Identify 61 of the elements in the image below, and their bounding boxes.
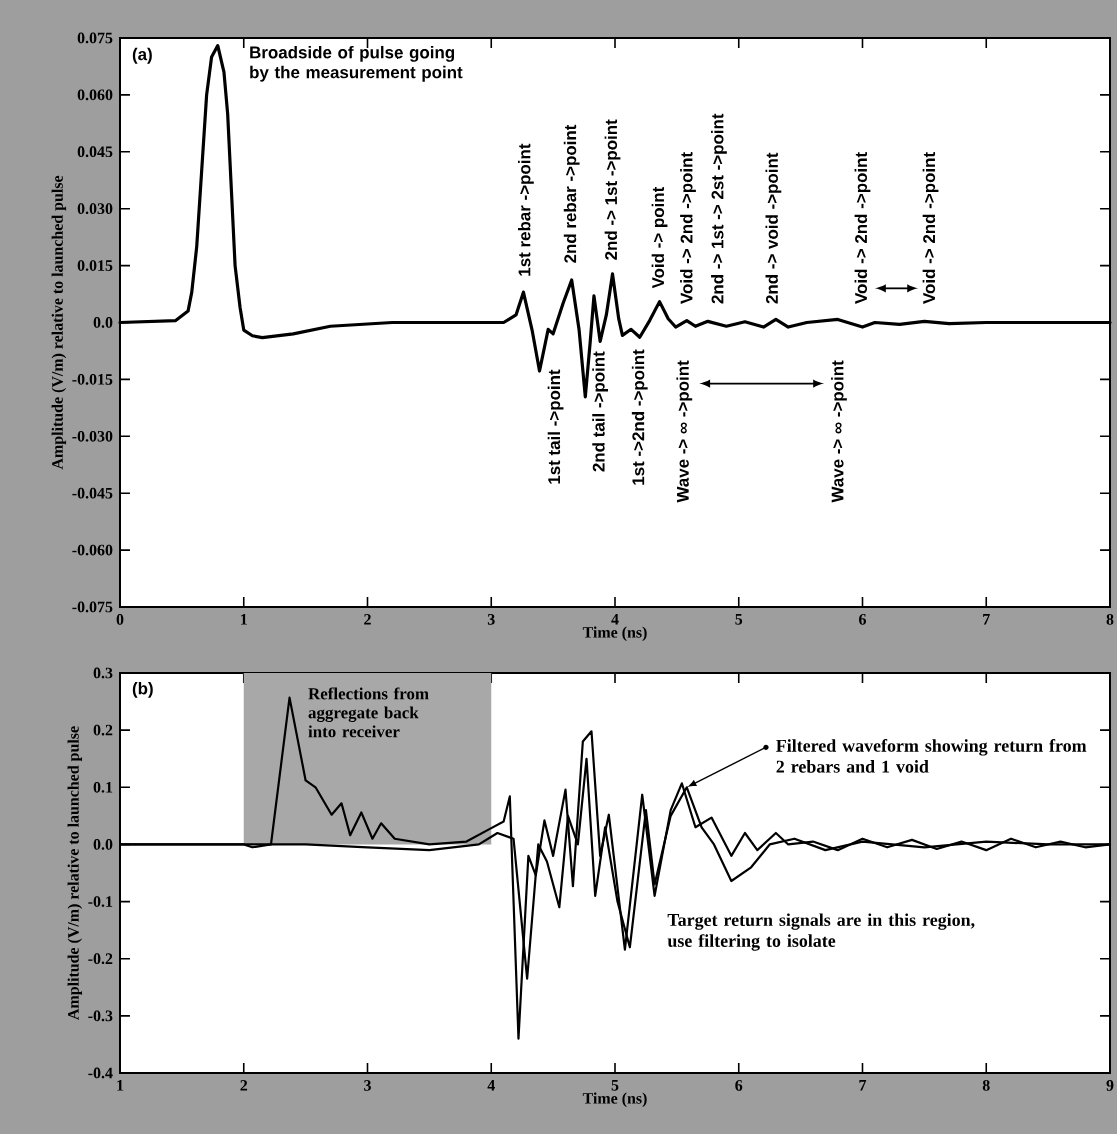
- y-tick-label: -0.015: [72, 373, 113, 385]
- y-tick-label: 0.1: [93, 781, 113, 793]
- x-tick-label: 2: [364, 614, 371, 625]
- y-tick-label: 0.030: [77, 203, 113, 215]
- x-tick-label: 4: [611, 614, 619, 625]
- x-tick-label: 8: [982, 1080, 990, 1091]
- annotation: Void -> point: [651, 186, 668, 289]
- x-tick-label: 6: [735, 1080, 743, 1091]
- annotation: Wave -> ∞ ->point: [676, 360, 693, 503]
- y-tick-label: 0.3: [93, 667, 113, 679]
- x-tick-label: 4: [487, 1080, 495, 1091]
- x-tick-label: 7: [859, 1080, 867, 1091]
- y-tick-label: 0.045: [77, 146, 113, 158]
- y-tick-label: -0.4: [88, 1067, 113, 1079]
- y-tick-label: -0.1: [88, 896, 113, 907]
- annotation: 1st rebar ->point: [518, 143, 534, 276]
- y-tick-label: -0.060: [72, 544, 113, 556]
- annotation: Void -> 2nd ->point: [680, 152, 696, 304]
- x-tick-label: 1: [117, 1080, 124, 1091]
- x-tick-label: 1: [241, 614, 247, 625]
- x-axis-title: Time (ns): [582, 626, 647, 641]
- y-tick-label: -0.045: [72, 487, 113, 499]
- band-label: Reflections from aggregate back into receiver: [308, 687, 429, 738]
- annotation: 1st tail ->point: [547, 369, 564, 484]
- annotation: 1st ->2nd ->point: [631, 349, 648, 485]
- y-axis-title: Amplitude (V/m) relative to launched pulse: [67, 726, 83, 1020]
- annotation: 2nd tail ->point: [592, 351, 609, 472]
- y-tick-label: -0.3: [88, 1010, 113, 1022]
- x-tick-label: 6: [859, 614, 867, 625]
- annotation: Filtered waveform showing return from 2 rebars and 1 void: [776, 739, 1087, 773]
- annotation: 2nd rebar ->point: [563, 124, 580, 263]
- x-tick-label: 3: [364, 1080, 371, 1091]
- y-tick-label: 0.060: [77, 89, 113, 101]
- y-tick-label: -0.030: [72, 430, 113, 442]
- annotation: Broadside of pulse going by the measurement point: [250, 45, 463, 82]
- x-tick-label: 8: [1106, 614, 1114, 625]
- annotation: Target return signals are in this region, use filtering to isolate: [667, 913, 975, 951]
- annotation: (a): [132, 47, 152, 64]
- annotation: Void -> 2nd ->point: [854, 152, 871, 304]
- x-tick-label: 7: [983, 614, 990, 625]
- x-tick-label: 2: [240, 1080, 248, 1091]
- y-tick-label: 0.2: [93, 724, 113, 736]
- x-axis-title: Time (ns): [582, 1092, 647, 1107]
- y-tick-label: 0.015: [77, 260, 113, 271]
- y-axis-title: Amplitude (V/m) relative to launched pulse: [51, 175, 67, 470]
- y-tick-label: -0.075: [72, 601, 113, 613]
- y-tick-label: -0.2: [88, 953, 113, 965]
- x-tick-label: 5: [735, 614, 743, 625]
- x-tick-label: 5: [611, 1080, 619, 1091]
- annotation: 2nd -> void ->point: [765, 152, 782, 304]
- y-tick-label: 0.075: [77, 32, 113, 44]
- y-tick-label: 0.0: [93, 839, 113, 850]
- x-tick-label: 9: [1106, 1080, 1114, 1091]
- annotation: Void -> 2nd ->point: [922, 152, 939, 304]
- y-tick-label: 0.0: [93, 317, 113, 328]
- annotation: 2nd -> 1st ->point: [604, 119, 621, 260]
- annotation: Wave -> ∞ ->point: [831, 360, 847, 503]
- x-tick-label: 3: [487, 614, 495, 625]
- annotation: (b): [132, 682, 153, 698]
- x-tick-label: 0: [116, 614, 124, 625]
- annotation: 2nd -> 1st -> 2st ->point: [711, 113, 727, 304]
